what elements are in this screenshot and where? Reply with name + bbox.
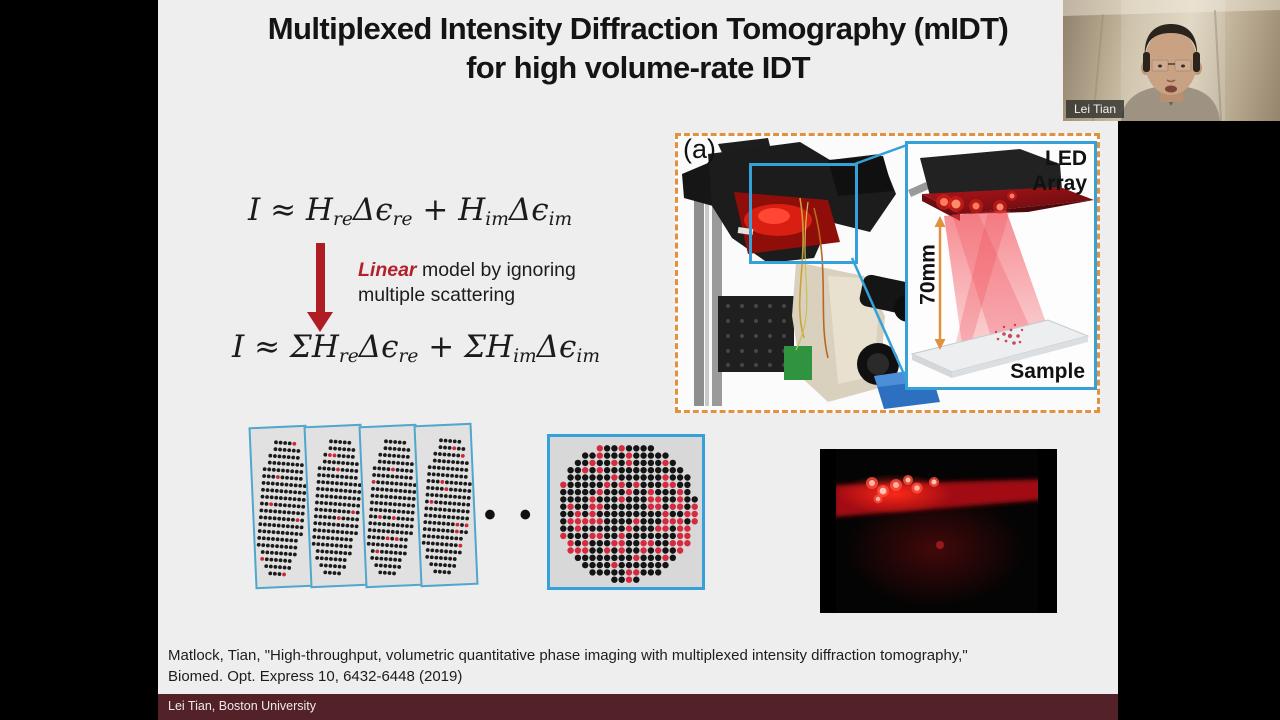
arrow-down-icon <box>305 243 335 333</box>
callout-rect <box>749 163 858 264</box>
led-illumination-graphic <box>820 449 1057 613</box>
equation-multiplexed: I ≈ ΣHreΔϵre + ΣHimΔϵim <box>232 329 600 367</box>
distance-label: 70mm <box>916 244 940 305</box>
eq-term: + ΣH <box>418 329 514 365</box>
multiplexed-dot-grid <box>560 445 698 583</box>
callout-lines <box>850 143 909 382</box>
citation-line1: Matlock, Tian, "High-throughput, volumet… <box>168 647 968 664</box>
slide-title: Multiplexed Intensity Diffraction Tomogr… <box>158 9 1118 87</box>
setup-figure-panel: (a) <box>675 133 1100 413</box>
arrow-stem <box>316 243 325 313</box>
distance-arrow <box>934 216 946 350</box>
footer-text: Lei Tian, Boston University <box>168 699 316 713</box>
panel-a-label: (a) <box>683 134 716 164</box>
eq-term: + H <box>412 192 486 228</box>
multiplexed-pattern-panel <box>547 434 705 590</box>
eq-sub: re <box>332 209 353 231</box>
note-highlight: Linear <box>358 259 417 281</box>
eq-term: I ≈ ΣH <box>232 329 339 365</box>
note-line1: Linear model by ignoring <box>358 258 576 283</box>
eq-sub: re <box>338 346 359 368</box>
led-dot-grid <box>256 440 307 577</box>
led-pattern-panel-4 <box>413 422 479 588</box>
equation-single-scattering: I ≈ HreΔϵre + HimΔϵim <box>248 192 572 230</box>
led-array-label-line2: Array <box>1032 172 1087 195</box>
slide-title-line2: for high volume-rate IDT <box>466 50 810 85</box>
citation: Matlock, Tian, "High-throughput, volumet… <box>168 645 1113 687</box>
speaker-figure <box>1063 0 1280 121</box>
led-pattern-panel-1 <box>248 424 314 590</box>
led-dot-grid <box>311 439 362 576</box>
eq-term: Δϵ <box>536 329 577 365</box>
webcam-name-tag: Lei Tian <box>1066 100 1125 118</box>
led-dot-grid <box>421 438 472 575</box>
linear-model-note: Linear model by ignoring multiple scatte… <box>358 258 576 308</box>
led-pattern-panel-3 <box>358 423 424 589</box>
led-dot-grid <box>366 439 417 576</box>
slide-title-line1: Multiplexed Intensity Diffraction Tomogr… <box>267 11 1009 46</box>
led-array-illustration <box>908 149 1094 378</box>
eq-sub: im <box>513 346 537 368</box>
eq-sub: im <box>548 209 573 231</box>
eq-sub: re <box>398 346 419 368</box>
eq-term: I ≈ H <box>248 192 333 228</box>
led-array-inset: LED Array 70mm Sample <box>905 141 1097 390</box>
sample-label: Sample <box>1010 360 1085 383</box>
led-array-label-line1: LED <box>1045 147 1087 170</box>
presentation-slide: Multiplexed Intensity Diffraction Tomogr… <box>158 0 1118 720</box>
eq-term: Δϵ <box>358 329 399 365</box>
led-array-label: LED Array <box>1032 146 1087 196</box>
led-illumination-photo <box>820 449 1057 613</box>
eq-term: Δϵ <box>508 192 549 228</box>
eq-sub: im <box>485 209 509 231</box>
arrow-head <box>307 312 333 332</box>
citation-line2: Biomed. Opt. Express 10, 6432-6448 (2019… <box>168 668 463 685</box>
eq-term: Δϵ <box>352 192 393 228</box>
note-line2: multiple scattering <box>358 284 516 306</box>
footer-bar: Lei Tian, Boston University <box>158 694 1118 720</box>
note-rest: model by ignoring <box>416 259 576 281</box>
led-pattern-panel-2 <box>303 423 369 589</box>
webcam-video: Lei Tian <box>1063 0 1280 121</box>
eq-sub: re <box>392 209 413 231</box>
eq-sub: im <box>576 346 600 368</box>
